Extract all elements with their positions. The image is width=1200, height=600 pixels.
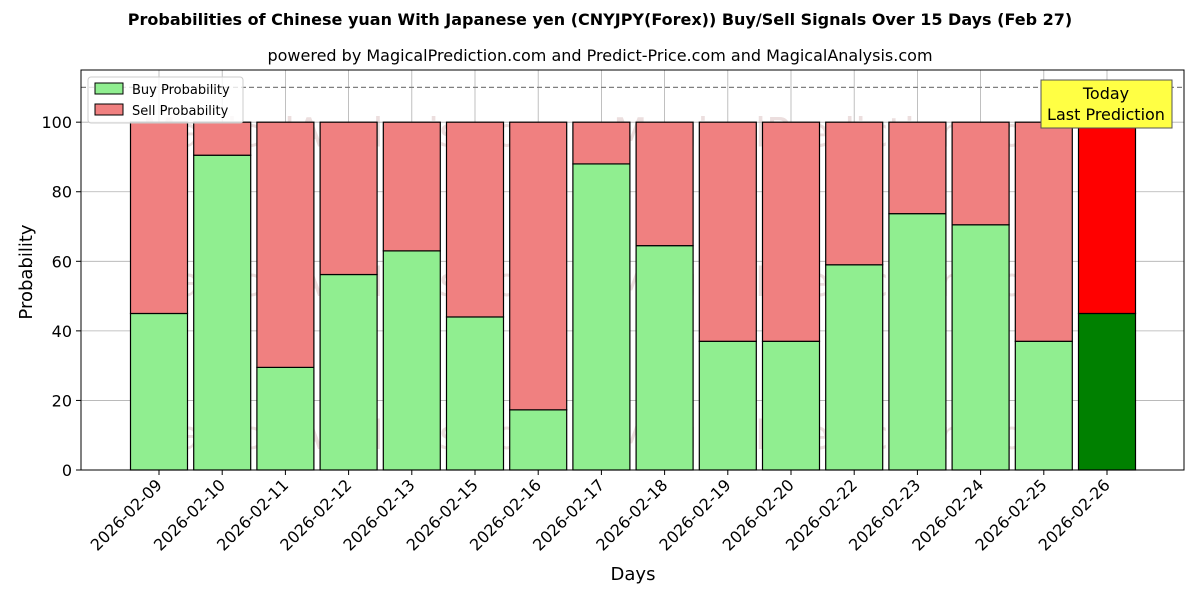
y-axis-label: Probability (16, 224, 37, 319)
x-axis-label: Days (611, 564, 656, 585)
sell-bar (635, 121, 694, 247)
y-tick-label: 100 (41, 113, 72, 132)
sell-bar (445, 121, 505, 318)
annotation-line-1: Today (1082, 84, 1129, 103)
legend: Buy Probability Sell Probability (87, 76, 244, 124)
legend-label-sell: Sell Probability (132, 104, 229, 119)
chart-subtitle: powered by MagicalPrediction.com and Pre… (267, 46, 933, 65)
buy-bar (951, 224, 1010, 471)
sell-bar (761, 121, 821, 342)
buy-bar (1077, 312, 1137, 471)
y-tick-label: 80 (52, 183, 72, 202)
chart-title: Probabilities of Chinese yuan With Japan… (127, 10, 1073, 29)
sell-bar (193, 121, 252, 156)
sell-bar (888, 121, 947, 215)
legend-swatch-sell (94, 103, 124, 116)
today-annotation: Today Last Prediction (1040, 79, 1173, 129)
y-tick-label: 40 (52, 322, 72, 341)
sell-bar (1077, 121, 1137, 315)
sell-bar (382, 121, 441, 252)
buy-bar (193, 154, 252, 471)
sell-bar (825, 121, 884, 266)
sell-bar (572, 121, 631, 165)
plot-frame (80, 69, 1185, 471)
sell-bar (509, 121, 568, 411)
sell-bar (256, 121, 315, 368)
legend-swatch-buy (94, 82, 124, 95)
legend-frame (87, 76, 244, 124)
sell-bar (319, 121, 378, 276)
annotation-line-2: Last Prediction (1047, 105, 1165, 124)
bars-layer (129, 121, 1137, 471)
buy-bar (698, 340, 757, 471)
legend-label-buy: Buy Probability (132, 83, 230, 98)
buy-bar (1014, 340, 1073, 471)
buy-bar (888, 213, 947, 471)
buy-bar (129, 312, 189, 471)
annotation-box (1040, 79, 1173, 129)
y-tick-label: 0 (62, 461, 72, 480)
buy-bar (319, 273, 378, 471)
sell-bar (698, 121, 757, 342)
buy-bar (825, 264, 884, 471)
buy-bar (761, 340, 821, 471)
y-tick-label: 60 (52, 252, 72, 271)
buy-bar (635, 245, 694, 471)
buy-bar (509, 409, 568, 471)
buy-bar (445, 316, 505, 471)
sell-bar (129, 121, 189, 315)
sell-bar (1014, 121, 1073, 342)
buy-bar (572, 163, 631, 471)
buy-bar (256, 366, 315, 471)
y-tick-label: 20 (52, 391, 72, 410)
buy-bar (382, 250, 441, 471)
sell-bar (951, 121, 1010, 226)
